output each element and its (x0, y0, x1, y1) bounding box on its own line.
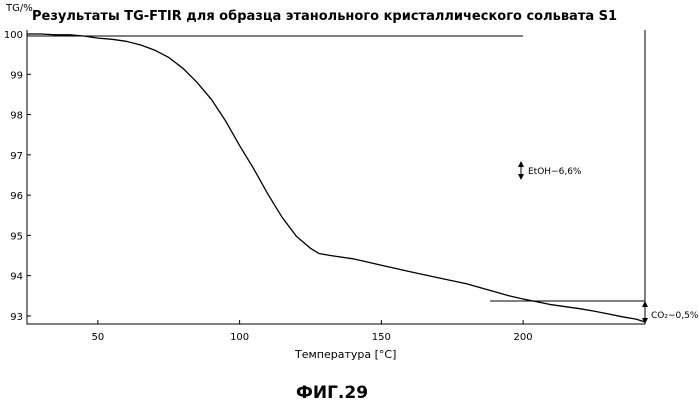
x-tick-label: 100 (230, 332, 249, 343)
y-tick-label: 98 (10, 111, 23, 122)
y-tick-label: 99 (10, 70, 23, 81)
y-tick-label: 97 (10, 151, 23, 162)
y-tick-label: 94 (10, 272, 23, 283)
etoh-loss-label: EtOH−6,6% (528, 167, 582, 177)
y-tick-label: 100 (4, 30, 23, 41)
plot-frame (27, 30, 645, 324)
axes (27, 30, 645, 324)
y-tick-label: 95 (10, 231, 23, 242)
x-tick-label: 200 (514, 332, 533, 343)
co2-loss-label: CO₂−0,5% (651, 311, 699, 321)
x-ticks: 50 100 150 200 (92, 320, 533, 343)
etoh-loss-annotation: EtOH−6,6% (518, 161, 582, 180)
x-axis-label: Температура [°C] (294, 348, 396, 361)
x-tick-label: 150 (372, 332, 391, 343)
chart-title: Результаты TG-FTIR для образца этанольно… (32, 9, 617, 24)
y-axis-label: TG/% (5, 3, 33, 14)
tg-curve (27, 34, 645, 322)
y-tick-label: 96 (10, 191, 23, 202)
figure-label: ФИГ.29 (296, 383, 368, 403)
x-tick-label: 50 (92, 332, 105, 343)
y-tick-label: 93 (10, 312, 23, 323)
arrow-up-icon (642, 301, 648, 307)
co2-loss-annotation: CO₂−0,5% (642, 301, 699, 324)
